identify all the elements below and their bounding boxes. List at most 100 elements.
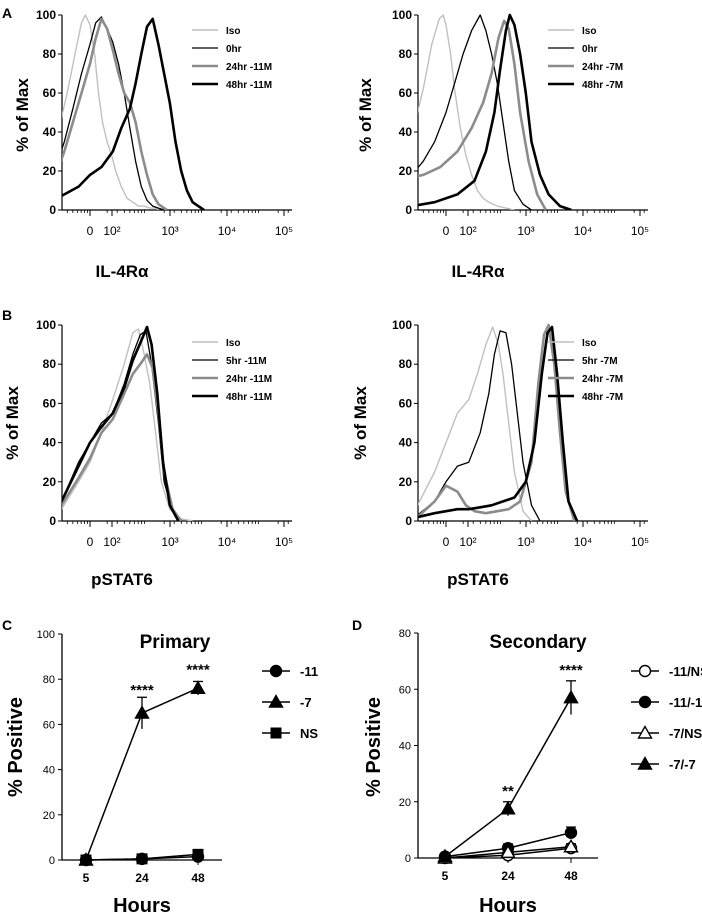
series-line-0hr xyxy=(62,16,165,210)
y-tick-label: 60 xyxy=(43,719,55,731)
series-line-iso xyxy=(62,14,159,210)
legend-label-48hr-11m: 48hr -11M xyxy=(226,80,272,91)
series-line-24hr-11m xyxy=(62,17,168,210)
x-tick-label: 10⁵ xyxy=(275,535,293,549)
x-tick-label: 0 xyxy=(443,535,450,549)
legend-label-5hr-7m: 5hr -7M xyxy=(582,356,618,367)
significance-annotation: **** xyxy=(559,662,583,679)
x-tick-label: 10² xyxy=(459,535,476,549)
x-tick-label: 24 xyxy=(501,869,515,883)
y-tick-label: 100 xyxy=(392,8,412,22)
data-point-ns xyxy=(136,853,148,865)
legend-label-24hr-11m: 24hr -11M xyxy=(226,374,272,385)
legend-label-24hr-11m: 24hr -11M xyxy=(226,62,272,73)
legend-label-5hr-11m: 5hr -11M xyxy=(226,356,267,367)
data-point-7-7 xyxy=(563,689,579,704)
histogram-b-left: 0 20 40 60 80 100 0 10² 10³ 10⁴ 10⁵ pSTAT6 % of Max I… xyxy=(3,318,293,589)
significance-annotation: **** xyxy=(130,682,154,699)
x-tick-label: 10³ xyxy=(517,224,534,238)
y-tick-label: 60 xyxy=(43,396,57,410)
legend-label-48hr-11m: 48hr -11M xyxy=(226,392,272,403)
x-tick-label: 10⁵ xyxy=(631,224,649,238)
data-point-7 xyxy=(190,680,206,694)
y-tick-label: 20 xyxy=(399,475,413,489)
y-tick-label: 80 xyxy=(399,47,413,61)
y-tick-label: 0 xyxy=(405,203,412,217)
x-tick-label: 0 xyxy=(443,224,450,238)
series-group xyxy=(418,323,579,521)
y-tick-label: 20 xyxy=(43,810,55,822)
panel-letter-c: C xyxy=(2,617,12,633)
x-tick-label: 5 xyxy=(83,871,90,885)
y-axis-title: % of Max xyxy=(356,78,375,152)
x-tick-label: 10⁴ xyxy=(574,535,593,549)
series-line-48hr-7m xyxy=(418,325,579,521)
legend-marker-11-11 xyxy=(638,695,652,709)
data-point-7-7 xyxy=(437,848,453,863)
series-group xyxy=(418,13,572,210)
y-tick-label: 40 xyxy=(399,125,413,139)
series-group xyxy=(62,14,205,210)
series-line-iso xyxy=(418,326,533,521)
significance-annotation: ** xyxy=(502,783,514,800)
legend-marker-7 xyxy=(268,694,284,708)
y-tick-label: 40 xyxy=(399,741,411,753)
data-point-7-ns xyxy=(563,838,579,853)
panel-letter-b: B xyxy=(2,307,12,323)
data-point-7-7 xyxy=(500,800,516,815)
x-axis-title: Hours xyxy=(479,895,537,917)
x-axis-title: IL-4Rα xyxy=(452,262,506,281)
legend-label-48hr-7m: 48hr -7M xyxy=(582,392,623,403)
y-tick-label: 0 xyxy=(405,514,412,528)
legend-label-iso: Iso xyxy=(226,26,240,37)
y-tick-label: 0 xyxy=(49,855,55,867)
y-tick-label: 100 xyxy=(36,8,56,22)
x-tick-label: 10² xyxy=(459,224,476,238)
histogram-a-right: 0 20 40 60 80 100 0 10² 10³ 10⁴ 10⁵ IL-4Rα % of Max I… xyxy=(356,8,649,281)
legend-marker-11 xyxy=(269,664,283,678)
legend-marker-7-7 xyxy=(637,756,653,770)
series-line-48hr-7m xyxy=(418,13,572,210)
x-axis-title: pSTAT6 xyxy=(91,570,153,589)
x-tick-label: 10⁴ xyxy=(574,224,593,238)
legend-label-24hr-7m: 24hr -7M xyxy=(582,62,623,73)
series-line-48hr-11m xyxy=(62,325,180,521)
y-axis-title: % Positive xyxy=(363,697,385,797)
legend-label-0hr: 0hr xyxy=(582,44,598,55)
legend-label-11-ns: -11/NS xyxy=(669,664,702,679)
legend-label-11: -11 xyxy=(300,664,318,679)
x-tick-label: 10⁴ xyxy=(218,224,237,238)
y-tick-label: 100 xyxy=(36,318,56,332)
histogram-b-right: 0 20 40 60 80 100 0 10² 10³ 10⁴ 10⁵ pSTAT6 % of Max I… xyxy=(351,318,649,589)
x-tick-label: 10³ xyxy=(517,535,534,549)
chart-title: Secondary xyxy=(489,632,587,653)
y-tick-label: 60 xyxy=(399,86,413,100)
y-tick-label: 0 xyxy=(49,514,56,528)
x-tick-label: 0 xyxy=(87,535,94,549)
y-axis-title: % of Max xyxy=(351,386,370,460)
x-tick-label: 10⁵ xyxy=(631,535,649,549)
y-tick-label: 40 xyxy=(43,765,55,777)
y-tick-label: 80 xyxy=(399,628,411,640)
series-line-48hr-11m xyxy=(62,17,205,210)
x-tick-label: 5 xyxy=(442,869,449,883)
y-tick-label: 60 xyxy=(399,684,411,696)
y-tick-label: 60 xyxy=(43,86,57,100)
y-axis-title: % Positive xyxy=(5,697,27,797)
data-point-ns xyxy=(192,848,204,860)
legend-label-0hr: 0hr xyxy=(226,44,242,55)
y-tick-label: 40 xyxy=(43,125,57,139)
x-tick-label: 10² xyxy=(103,224,120,238)
x-tick-label: 10³ xyxy=(161,224,178,238)
x-tick-label: 10⁵ xyxy=(275,224,293,238)
panel-letter-d: D xyxy=(352,617,362,633)
legend-label-iso: Iso xyxy=(226,338,240,349)
legend-label-7-7: -7/-7 xyxy=(669,757,696,772)
data-point-ns xyxy=(80,854,92,866)
series-line-0hr xyxy=(418,14,532,210)
y-tick-label: 20 xyxy=(399,797,411,809)
y-tick-label: 40 xyxy=(399,436,413,450)
data-point-7 xyxy=(134,705,150,719)
x-tick-label: 10⁴ xyxy=(218,535,237,549)
